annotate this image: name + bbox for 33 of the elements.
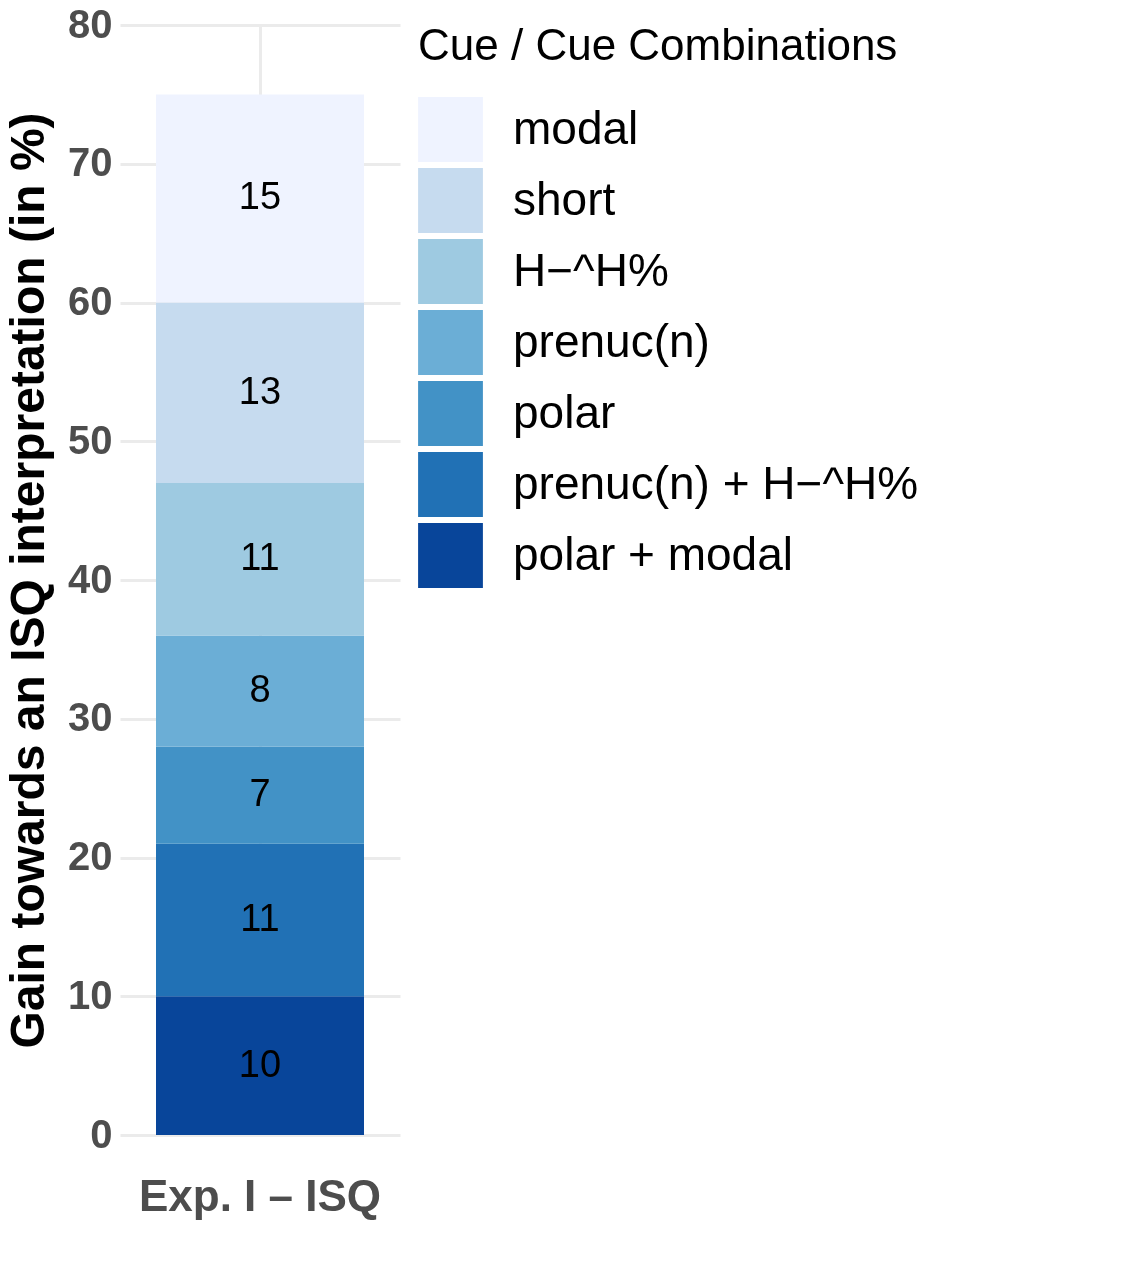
data-label: 13	[238, 369, 282, 412]
y-tick-label: 40	[68, 556, 113, 601]
y-tick-label: 70	[68, 140, 113, 185]
y-tick-label: 60	[68, 279, 113, 323]
y-tick-label: 30	[68, 695, 113, 740]
bar	[156, 746, 364, 844]
data-label: 8	[249, 668, 271, 710]
bar	[156, 302, 364, 483]
y-tick-label: 50	[68, 417, 113, 462]
bar	[156, 482, 364, 636]
y-tick-label: 10	[68, 972, 113, 1017]
bar	[156, 635, 364, 747]
legend-label: prenuc(n) + H−^H%	[513, 456, 919, 509]
data-label: 7	[249, 772, 271, 815]
y-axis-title: Gain towards an ISQ interpretation (in %)	[1, 112, 55, 1049]
bar	[156, 843, 364, 997]
data-label: 15	[238, 175, 282, 218]
data-label: 11	[240, 896, 280, 939]
legend-label: H−^H%	[513, 243, 669, 296]
legend-label: modal	[513, 101, 639, 154]
x-tick-label: Exp. I – ISQ	[138, 1170, 382, 1220]
y-tick-label: 80	[68, 1, 113, 46]
data-label: 10	[238, 1042, 282, 1085]
bar	[156, 996, 364, 1135]
legend-label: short	[513, 172, 616, 225]
legend-label: polar	[513, 385, 616, 438]
legend-label: polar + modal	[513, 527, 793, 580]
y-tick-label: 20	[68, 834, 113, 878]
y-tick-label: 0	[90, 1111, 113, 1156]
data-label: 11	[240, 536, 280, 579]
legend-label: prenuc(n)	[513, 314, 710, 367]
bar	[156, 94, 364, 303]
legend-title: Cue / Cue Combinations	[418, 20, 898, 69]
